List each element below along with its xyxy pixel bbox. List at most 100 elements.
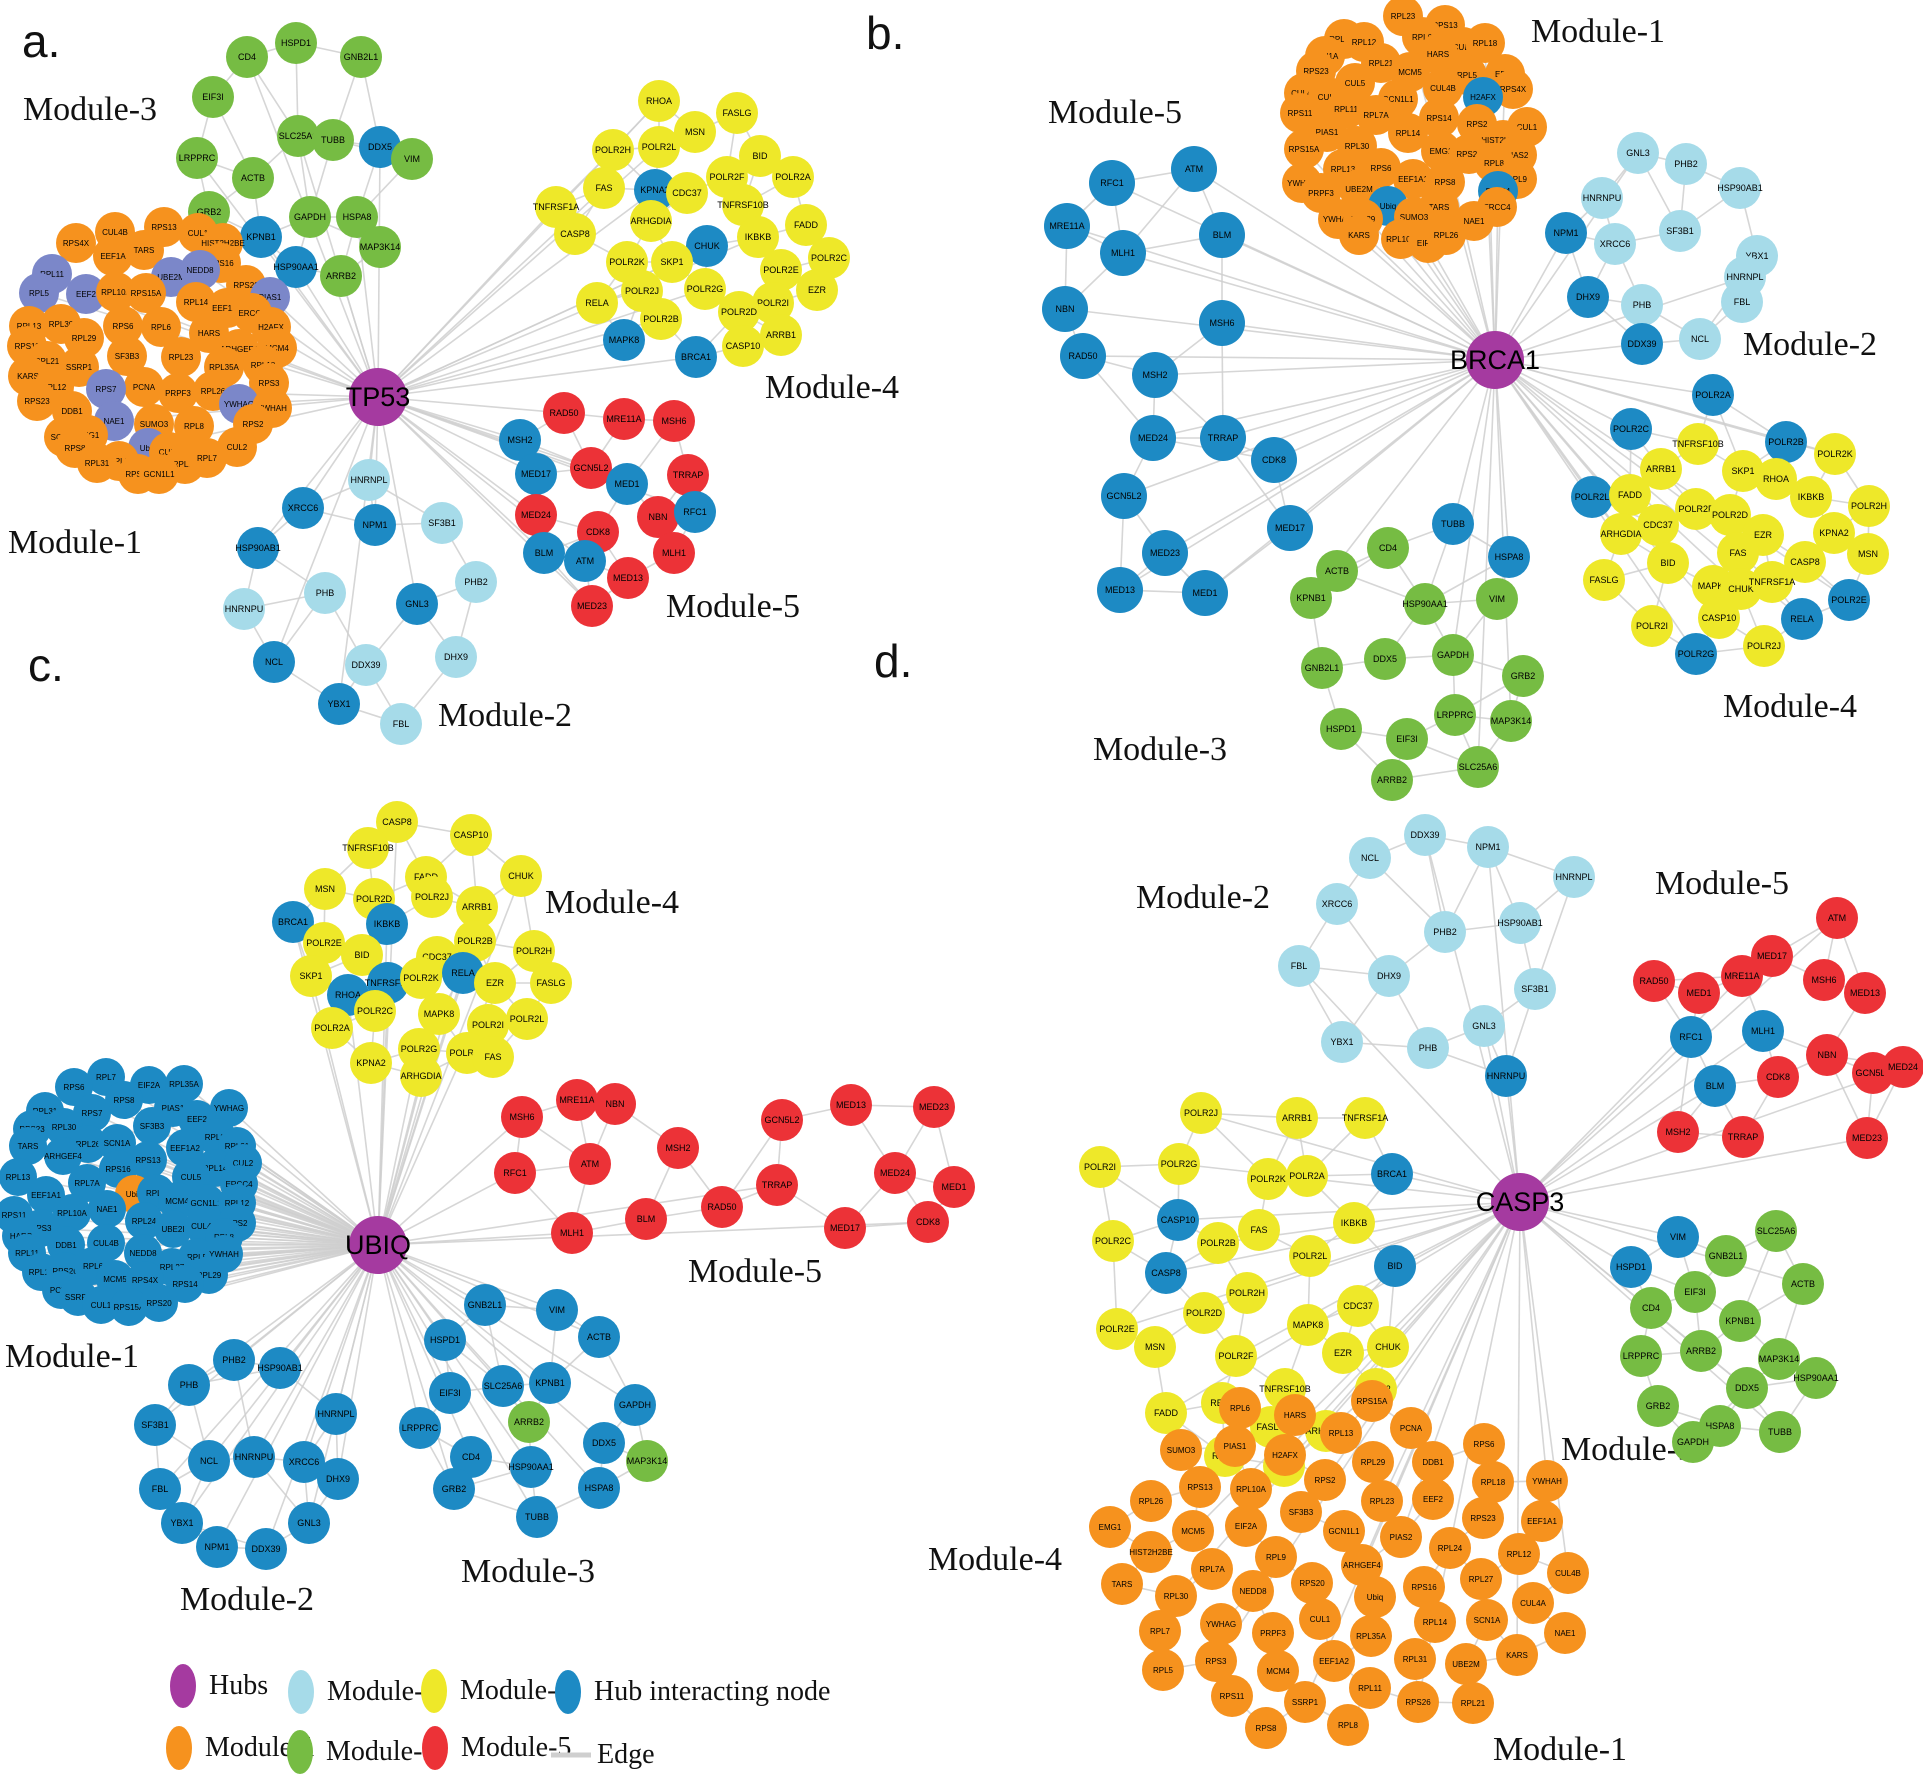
node-xrcc6[interactable]: XRCC6 [282,487,324,529]
hub-node-brca1[interactable]: BRCA1 [1450,331,1540,389]
node-grb2[interactable]: GRB2 [1637,1385,1679,1427]
node-cdc37[interactable]: CDC37 [666,172,708,214]
node-mlh1[interactable]: MLH1 [551,1212,593,1254]
node-polr2a[interactable]: POLR2A [311,1007,353,1049]
node-rps23[interactable]: RPS23 [1462,1497,1504,1539]
node-ncl[interactable]: NCL [188,1440,230,1482]
node-polr2j[interactable]: POLR2J [1180,1092,1222,1134]
node-rpl11[interactable]: RPL11 [1349,1667,1391,1709]
node-ywhag[interactable]: YWHAG [1200,1603,1242,1645]
node-gnb2l1[interactable]: GNB2L1 [464,1284,506,1326]
node-gnb2l1[interactable]: GNB2L1 [1705,1235,1747,1277]
node-gnb2l1[interactable]: GNB2L1 [340,36,382,78]
node-ikbkb[interactable]: IKBKB [1333,1202,1375,1244]
node-cdc37[interactable]: CDC37 [1337,1285,1379,1327]
node-arhgdia[interactable]: ARHGDIA [400,1055,442,1097]
node-sf3b1[interactable]: SF3B1 [421,502,463,544]
node-cdk8[interactable]: CDK8 [1251,437,1297,483]
node-hsp90ab1[interactable]: HSP90AB1 [257,1347,303,1389]
node-hars[interactable]: HARS [1274,1394,1316,1436]
node-rpl7[interactable]: RPL7 [1139,1610,1181,1652]
node-vim[interactable]: VIM [536,1289,578,1331]
node-actb[interactable]: ACTB [578,1316,620,1358]
node-msn[interactable]: MSN [1847,533,1889,575]
node-faslg[interactable]: FASLG [716,92,758,134]
node-fbl[interactable]: FBL [1278,945,1320,987]
node-tubb[interactable]: TUBB [1759,1411,1801,1453]
node-msn[interactable]: MSN [304,868,346,910]
node-actb[interactable]: ACTB [1782,1263,1824,1305]
node-fbl[interactable]: FBL [380,703,422,745]
node-tnfrsf1a[interactable]: TNFRSF1A [1749,561,1795,603]
node-dhx9[interactable]: DHX9 [1567,276,1609,318]
node-med24[interactable]: MED24 [1130,415,1176,461]
node-tubb[interactable]: TUBB [1432,503,1474,545]
node-rpl23[interactable]: RPL23 [161,337,201,377]
node-polr2g[interactable]: POLR2G [1675,633,1717,675]
node-polr2j[interactable]: POLR2J [411,876,453,918]
node-atm[interactable]: ATM [1171,146,1217,192]
node-med23[interactable]: MED23 [1846,1117,1888,1159]
node-rfc1[interactable]: RFC1 [1089,160,1135,206]
node-blm[interactable]: BLM [1199,212,1245,258]
node-mre11a[interactable]: MRE11A [1044,203,1090,249]
node-polr2c[interactable]: POLR2C [354,990,396,1032]
node-kpnb1[interactable]: KPNB1 [1290,577,1332,619]
node-skp1[interactable]: SKP1 [290,955,332,997]
node-rfc1[interactable]: RFC1 [674,491,716,533]
node-rad50[interactable]: RAD50 [1060,333,1106,379]
node-npm1[interactable]: NPM1 [1545,212,1587,254]
node-fas[interactable]: FAS [472,1036,514,1078]
node-cul4a[interactable]: CUL4A [1512,1582,1554,1624]
node-phb[interactable]: PHB [304,572,346,614]
node-trrap[interactable]: TRRAP [756,1164,798,1206]
node-mlh1[interactable]: MLH1 [653,532,695,574]
node-msh6[interactable]: MSH6 [501,1096,543,1138]
node-phb2[interactable]: PHB2 [1424,911,1466,953]
node-med23[interactable]: MED23 [1142,530,1188,576]
node-grb2[interactable]: GRB2 [1502,655,1544,697]
node-rad50[interactable]: RAD50 [701,1186,743,1228]
node-ddx39[interactable]: DDX39 [1404,814,1446,856]
node-lrpprc[interactable]: LRPPRC [399,1407,441,1449]
node-med1[interactable]: MED1 [1182,570,1228,616]
node-npm1[interactable]: NPM1 [196,1526,238,1568]
node-cd4[interactable]: CD4 [1630,1287,1672,1329]
node-med13[interactable]: MED13 [1097,567,1143,613]
node-hspd1[interactable]: HSPD1 [1610,1246,1652,1288]
node-casp10[interactable]: CASP10 [1157,1199,1199,1241]
node-rps2[interactable]: RPS2 [1304,1459,1346,1501]
node-mapk8[interactable]: MAPK8 [1287,1304,1329,1346]
node-polr2c[interactable]: POLR2C [1610,408,1652,450]
node-rps11[interactable]: RPS11 [1211,1675,1253,1717]
node-hspa8[interactable]: HSPA8 [1488,536,1530,578]
node-polr2g[interactable]: POLR2G [1158,1143,1200,1185]
node-med1[interactable]: MED1 [606,463,648,505]
node-tubb[interactable]: TUBB [312,119,354,161]
node-tars[interactable]: TARS [1101,1563,1143,1605]
node-tubb[interactable]: TUBB [516,1496,558,1538]
node-hnrnpl[interactable]: HNRNPL [348,459,390,501]
node-rps15a[interactable]: RPS15A [1351,1380,1393,1422]
node-hspd1[interactable]: HSPD1 [275,22,317,64]
node-rfc1[interactable]: RFC1 [1670,1016,1712,1058]
node-gapdh[interactable]: GAPDH [614,1384,656,1426]
node-med1[interactable]: MED1 [1678,972,1720,1014]
node-eif3i[interactable]: EIF3I [429,1372,471,1414]
node-gcn1l1[interactable]: GCN1L1 [139,454,179,494]
node-atm[interactable]: ATM [1816,897,1858,939]
node-chuk[interactable]: CHUK [1367,1326,1409,1368]
node-xrcc6[interactable]: XRCC6 [1594,223,1636,265]
node-tnfrsf10b[interactable]: TNFRSF10B [342,827,394,869]
node-polr2a[interactable]: POLR2A [772,156,814,198]
node-hspa8[interactable]: HSPA8 [578,1467,620,1509]
node-polr2h[interactable]: POLR2H [1226,1272,1268,1314]
node-mre11a[interactable]: MRE11A [556,1079,598,1121]
node-polr2l[interactable]: POLR2L [1289,1235,1331,1277]
node-map3k14[interactable]: MAP3K14 [1490,700,1532,742]
node-ddx39[interactable]: DDX39 [345,644,387,686]
node-nbn[interactable]: NBN [1806,1034,1848,1076]
node-rps23[interactable]: RPS23 [17,381,57,421]
node-med24[interactable]: MED24 [1882,1046,1923,1088]
node-polr2c[interactable]: POLR2C [1092,1220,1134,1262]
